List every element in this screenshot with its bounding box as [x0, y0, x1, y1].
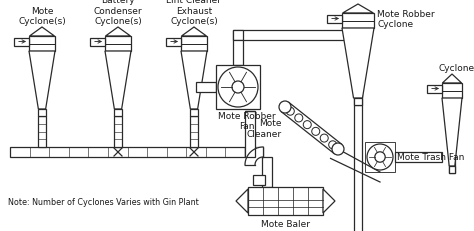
Bar: [105, 37, 131, 52]
Circle shape: [286, 108, 294, 116]
Bar: [114, 109, 122, 116]
Bar: [10, 147, 245, 157]
Bar: [395, 152, 442, 162]
Text: Mote Trash Fan: Mote Trash Fan: [397, 153, 465, 162]
Bar: [342, 14, 374, 29]
Polygon shape: [342, 29, 374, 99]
Bar: [38, 109, 46, 116]
Bar: [354, 41, 363, 106]
Polygon shape: [106, 28, 130, 37]
Circle shape: [218, 68, 258, 108]
Polygon shape: [29, 52, 55, 109]
Bar: [196, 83, 216, 93]
Circle shape: [328, 141, 337, 149]
Text: Mote
Cleaner: Mote Cleaner: [247, 119, 282, 138]
Circle shape: [295, 114, 303, 122]
Bar: [327, 15, 342, 23]
Circle shape: [232, 82, 244, 94]
Polygon shape: [343, 5, 374, 14]
Bar: [38, 116, 46, 147]
Bar: [233, 41, 243, 66]
Circle shape: [303, 121, 311, 129]
Text: Note: Number of Cyclones Varies with Gin Plant: Note: Number of Cyclones Varies with Gin…: [8, 197, 199, 206]
Polygon shape: [323, 189, 335, 213]
Text: Lint Cleaner
Exhaust
Cyclone(s): Lint Cleaner Exhaust Cyclone(s): [166, 0, 221, 26]
Text: Mote
Cyclone(s): Mote Cyclone(s): [18, 6, 66, 26]
Bar: [442, 84, 462, 99]
Circle shape: [312, 128, 320, 136]
Circle shape: [375, 152, 385, 162]
Circle shape: [332, 143, 344, 155]
Circle shape: [320, 134, 328, 143]
Text: Battery
Condenser
Cyclone(s): Battery Condenser Cyclone(s): [94, 0, 142, 26]
Bar: [245, 112, 255, 157]
Polygon shape: [236, 189, 248, 213]
Polygon shape: [281, 103, 342, 154]
Bar: [248, 187, 323, 215]
Bar: [449, 166, 455, 173]
Text: Mote Robber
Cyclone: Mote Robber Cyclone: [377, 10, 435, 29]
Polygon shape: [105, 52, 131, 109]
Polygon shape: [245, 147, 263, 165]
Bar: [354, 106, 363, 231]
Bar: [90, 38, 105, 46]
Text: Mote Robber
Fan: Mote Robber Fan: [218, 112, 275, 131]
Polygon shape: [181, 52, 207, 109]
Polygon shape: [442, 99, 462, 166]
Polygon shape: [182, 28, 207, 37]
Bar: [233, 31, 358, 41]
Bar: [253, 175, 265, 185]
Bar: [29, 37, 55, 52]
Bar: [166, 38, 181, 46]
Bar: [245, 147, 263, 157]
Bar: [191, 116, 198, 147]
Text: Mote Baler: Mote Baler: [261, 219, 310, 228]
Polygon shape: [29, 28, 55, 37]
Bar: [181, 37, 207, 52]
Bar: [427, 85, 442, 93]
Text: Cyclone: Cyclone: [439, 64, 474, 73]
Bar: [449, 152, 455, 173]
Bar: [262, 157, 272, 187]
Polygon shape: [442, 75, 462, 84]
Circle shape: [279, 102, 291, 113]
Bar: [114, 116, 122, 147]
Bar: [365, 142, 395, 172]
Bar: [14, 38, 29, 46]
Bar: [191, 109, 198, 116]
Circle shape: [367, 144, 393, 170]
Bar: [233, 31, 243, 41]
Bar: [216, 66, 260, 109]
Bar: [354, 99, 363, 106]
